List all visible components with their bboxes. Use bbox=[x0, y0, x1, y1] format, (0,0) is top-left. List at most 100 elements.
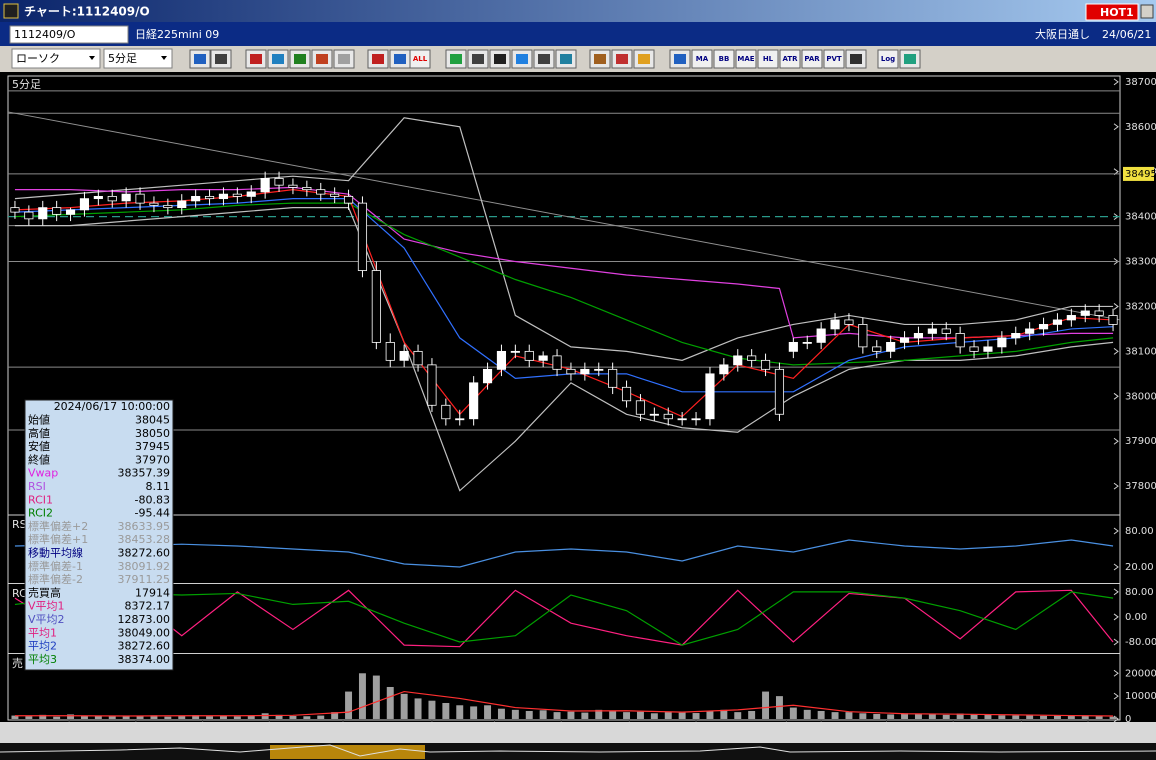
toolbar-button[interactable] bbox=[877, 49, 899, 69]
toolbar-button[interactable] bbox=[691, 49, 713, 69]
info-value: 38272.60 bbox=[118, 547, 171, 560]
code-input[interactable] bbox=[9, 25, 129, 44]
volume-bar bbox=[67, 714, 75, 719]
hot-button[interactable] bbox=[1085, 3, 1139, 21]
candle-body bbox=[774, 368, 785, 415]
volume-bar bbox=[484, 705, 492, 719]
info-label: RSI bbox=[28, 480, 46, 493]
toolbar bbox=[0, 46, 1156, 72]
volume-bar bbox=[206, 716, 214, 719]
toolbar-button[interactable] bbox=[735, 49, 757, 69]
toolbar-button-label: ATR bbox=[782, 55, 798, 63]
info-label: 標準偏差-2 bbox=[28, 572, 83, 586]
last-price-label: 38495 bbox=[1125, 169, 1156, 180]
info-value: 37945 bbox=[135, 440, 170, 453]
dropdown-arrow bbox=[161, 56, 167, 60]
session: 大阪日通し bbox=[1035, 27, 1090, 41]
volume-bar bbox=[428, 700, 436, 719]
candle-body bbox=[649, 413, 659, 416]
info-value: 38357.39 bbox=[118, 467, 171, 480]
toolbar-glyph bbox=[674, 54, 686, 64]
candle-body bbox=[149, 202, 159, 206]
info-label: RCI1 bbox=[28, 493, 53, 506]
volume-bar bbox=[275, 714, 283, 719]
candle-body bbox=[733, 355, 743, 366]
info-label: 平均2 bbox=[28, 640, 57, 653]
candle-body bbox=[969, 346, 979, 352]
y-tick-label: 38000 bbox=[1125, 391, 1156, 402]
candle-body bbox=[886, 341, 896, 352]
toolbar-button-label: MAE bbox=[737, 55, 754, 63]
y-tick bbox=[1113, 588, 1119, 596]
candle-body bbox=[1052, 319, 1063, 325]
candle-body bbox=[802, 341, 812, 344]
volume-bar bbox=[845, 712, 853, 719]
volume-bar bbox=[108, 715, 116, 719]
candle-body bbox=[830, 319, 840, 330]
volume-bar bbox=[331, 712, 339, 719]
volume-bar bbox=[400, 693, 408, 719]
toolbar-glyph bbox=[594, 54, 606, 64]
volume-bar bbox=[122, 715, 130, 719]
y-tick bbox=[1113, 303, 1119, 310]
y-tick bbox=[1113, 638, 1119, 646]
toolbar-icons: ALL MA BB MAE HL ATR PAR PVT Log bbox=[189, 49, 921, 69]
toolbar-button[interactable] bbox=[409, 49, 431, 69]
scroll-thumb[interactable] bbox=[270, 745, 425, 759]
candle-body bbox=[121, 193, 131, 202]
toolbar-glyph bbox=[450, 54, 462, 64]
volume-bar bbox=[623, 712, 631, 719]
toolbar-glyph bbox=[904, 54, 916, 64]
toolbar-button[interactable] bbox=[779, 49, 801, 69]
interval-select[interactable] bbox=[103, 48, 173, 69]
chart-area bbox=[0, 72, 1156, 722]
volume-bar bbox=[247, 715, 255, 719]
candle-body bbox=[38, 207, 48, 220]
candle-body bbox=[691, 418, 701, 421]
volume-bar bbox=[609, 710, 617, 719]
y-tick bbox=[1113, 392, 1119, 400]
toolbar-button[interactable] bbox=[801, 49, 823, 69]
y-tick-label: 37800 bbox=[1125, 481, 1156, 492]
candle-body bbox=[594, 368, 604, 371]
info-label: 終値 bbox=[28, 452, 50, 466]
volume-bar bbox=[817, 710, 825, 719]
toolbar-button[interactable] bbox=[757, 49, 779, 69]
volume-bar bbox=[775, 696, 783, 719]
chart-type-select[interactable] bbox=[11, 48, 101, 69]
candle-body bbox=[719, 364, 729, 375]
panel-title: 5分足 bbox=[12, 78, 41, 91]
candle-body bbox=[580, 368, 590, 375]
volume-bar bbox=[289, 716, 297, 719]
volume-bar bbox=[734, 712, 742, 719]
volume-bar bbox=[39, 714, 47, 719]
volume-bar bbox=[692, 713, 700, 719]
y-tick bbox=[1113, 669, 1119, 677]
close-button[interactable] bbox=[1140, 4, 1154, 19]
candle-body bbox=[608, 368, 618, 388]
volume-bar bbox=[650, 713, 658, 719]
indicator-line bbox=[14, 690, 1114, 717]
candle-body bbox=[747, 355, 757, 361]
info-label: 移動平均線 bbox=[28, 546, 83, 560]
volume-bar bbox=[192, 715, 200, 719]
candle-body bbox=[65, 209, 76, 215]
volume-bar bbox=[859, 713, 867, 719]
candle-body bbox=[1108, 315, 1118, 325]
candle-body bbox=[316, 189, 326, 195]
candle-body bbox=[524, 350, 534, 361]
toolbar-button[interactable] bbox=[823, 49, 845, 69]
toolbar-button-label: ALL bbox=[413, 55, 428, 63]
time-axis-strip bbox=[0, 722, 1156, 743]
info-datetime: 2024/06/17 10:00:00 bbox=[54, 400, 170, 413]
y-tick bbox=[1113, 613, 1119, 621]
volume-bar bbox=[720, 709, 728, 719]
last-price-box bbox=[1123, 166, 1154, 181]
y-tick bbox=[1113, 563, 1119, 571]
volume-bar bbox=[1012, 715, 1020, 719]
toolbar-button[interactable] bbox=[713, 49, 735, 69]
info-value: 12873.00 bbox=[118, 613, 171, 626]
candle-body bbox=[844, 319, 854, 325]
volume-bar bbox=[150, 715, 158, 719]
